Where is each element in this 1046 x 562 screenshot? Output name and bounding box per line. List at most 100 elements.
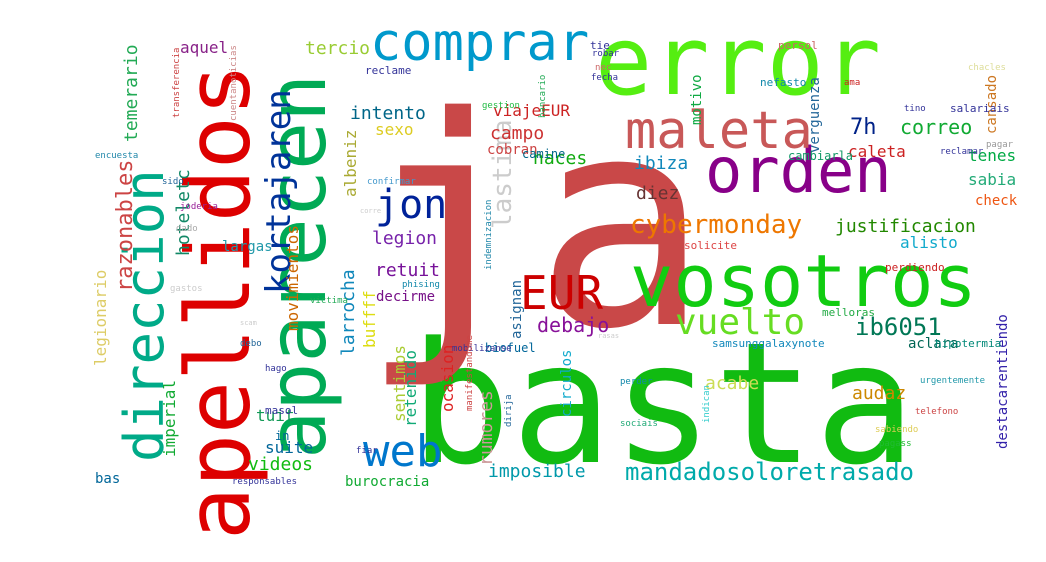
cloud-word: responsables xyxy=(232,477,298,487)
cloud-word: campo xyxy=(490,123,545,144)
cloud-word: retuit xyxy=(375,260,441,281)
cloud-word: tercio xyxy=(305,38,371,59)
cloud-word: mobilizanse xyxy=(452,344,512,354)
cloud-word: haces xyxy=(533,148,588,169)
cloud-word: caleta xyxy=(848,142,906,161)
cloud-word: fiar xyxy=(356,446,378,456)
cloud-word: ja xyxy=(360,56,710,393)
cloud-word: cybermonday xyxy=(630,210,803,240)
cloud-word: error xyxy=(595,7,881,117)
cloud-word: basta xyxy=(410,306,916,502)
cloud-word: audaz xyxy=(852,383,907,404)
cloud-word: ibiza xyxy=(634,153,689,174)
cloud-word: maleta xyxy=(625,101,813,161)
cloud-word: encuesta xyxy=(95,151,139,161)
cloud-word: justificacion xyxy=(835,216,976,237)
cloud-word: legionario xyxy=(91,269,110,366)
cloud-word: reclamar xyxy=(940,147,984,157)
cloud-word: retenido xyxy=(401,349,420,427)
cloud-word: manifestandome xyxy=(465,334,475,411)
cloud-word: suite xyxy=(265,438,314,457)
cloud-word: fecha xyxy=(591,73,619,83)
cloud-word: sexo xyxy=(375,120,414,139)
cloud-word: comprar xyxy=(370,13,590,73)
cloud-word: ocasion xyxy=(438,344,457,413)
cloud-word: decirme xyxy=(376,289,436,305)
cloud-word: gastos xyxy=(170,284,203,294)
cloud-word: dado xyxy=(176,224,198,234)
cloud-word: rumores xyxy=(476,389,497,466)
cloud-word: hipotermia xyxy=(935,337,1002,350)
cloud-word: temerario xyxy=(121,44,142,143)
cloud-word: mandadosoloretrasado xyxy=(625,458,914,486)
cloud-word: dirija xyxy=(504,394,514,428)
cloud-word: pagass xyxy=(879,439,912,449)
cloud-word: legion xyxy=(372,228,438,249)
cloud-word: motivo xyxy=(689,74,705,126)
cloud-word: cobran xyxy=(487,142,538,158)
cloud-word: 7h xyxy=(850,115,877,140)
cloud-word: sociais xyxy=(620,419,658,429)
cloud-word: web xyxy=(363,426,443,477)
cloud-word: aclara xyxy=(908,336,959,352)
cloud-word: jon xyxy=(375,182,448,228)
cloud-word: albeniz xyxy=(341,129,360,198)
cloud-word: confirmar xyxy=(367,177,416,187)
cloud-word: ib6051 xyxy=(855,313,942,341)
cloud-word: pagar xyxy=(986,140,1014,150)
cloud-word: tenes xyxy=(968,146,1017,165)
cloud-word: cuentanoticias xyxy=(229,44,239,121)
cloud-word: joderia xyxy=(180,202,218,212)
cloud-word: transferencia xyxy=(172,47,182,119)
cloud-word: imposible xyxy=(488,461,586,482)
cloud-word: vosotros xyxy=(630,239,977,323)
cloud-word: EUR xyxy=(520,266,604,320)
cloud-word: asignan xyxy=(509,279,525,339)
cloud-word: correo xyxy=(900,115,973,139)
cloud-word: nefasto xyxy=(760,76,807,89)
cloud-word: hago xyxy=(265,364,287,374)
cloud-word: alisto xyxy=(900,233,958,252)
cloud-word: aquel xyxy=(180,38,229,57)
cloud-word: tuit xyxy=(256,406,295,425)
cloud-word: videos xyxy=(248,454,314,475)
cloud-word: sabia xyxy=(968,170,1017,189)
cloud-word: corre xyxy=(360,207,382,215)
cloud-word: robar xyxy=(592,49,620,59)
cloud-word: reclame xyxy=(365,64,412,77)
cloud-word: indemnizacion xyxy=(484,199,494,271)
cloud-word: diez xyxy=(636,183,680,204)
cloud-word: gestion xyxy=(482,101,520,111)
cloud-word: rasas xyxy=(598,332,620,340)
cloud-word: tino xyxy=(904,104,926,114)
cloud-word: bas xyxy=(95,471,121,487)
cloud-word: debo xyxy=(240,339,262,349)
cloud-word: biofuel xyxy=(485,341,536,355)
cloud-word: verguenza xyxy=(807,76,823,153)
cloud-word: victima xyxy=(310,296,348,306)
cloud-word: sido xyxy=(162,177,184,187)
cloud-word: chacles xyxy=(968,63,1006,73)
cloud-word: samsunggalaxynote xyxy=(712,337,825,350)
cloud-word: imperial xyxy=(160,379,179,457)
cloud-word: melloras xyxy=(822,306,875,319)
cloud-word: check xyxy=(975,193,1018,209)
cloud-word: tie xyxy=(590,39,610,52)
cloud-word: solicite xyxy=(684,239,737,252)
cloud-word: intento xyxy=(350,103,426,124)
cloud-word: larrocha xyxy=(338,269,359,357)
cloud-word: circulos xyxy=(559,349,575,418)
cloud-word: perder xyxy=(620,377,653,387)
cloud-word: cambiarla xyxy=(788,149,854,163)
cloud-word: largas xyxy=(222,239,273,255)
cloud-word: indican xyxy=(702,384,712,423)
cloud-word: salariais xyxy=(950,102,1010,115)
cloud-word: camine xyxy=(522,147,566,161)
cloud-word: debajo xyxy=(537,313,610,337)
cloud-word: movimientos xyxy=(283,224,302,331)
cloud-word: telefono xyxy=(915,407,959,417)
cloud-word: nec xyxy=(595,63,612,73)
cloud-word: masol xyxy=(265,404,299,417)
cloud-word: phising xyxy=(402,280,440,290)
